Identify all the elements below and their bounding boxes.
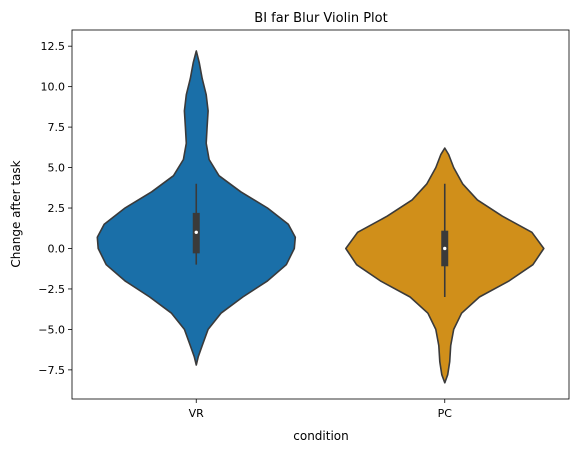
y-tick-label: 2.5	[48, 202, 66, 215]
y-axis: −7.5 −5.0 −2.5 0.0 2.5 5.0 7.5 10.0 12.5	[38, 40, 72, 377]
x-axis: VR PC	[189, 399, 453, 420]
y-tick-label: 0.0	[48, 242, 66, 255]
plot-frame	[71, 29, 570, 400]
y-tick-label: −2.5	[38, 283, 65, 296]
y-tick-label: 12.5	[41, 40, 66, 53]
violin-median-pc	[443, 246, 447, 251]
y-tick-label: 7.5	[48, 121, 66, 134]
y-tick-label: 5.0	[48, 162, 66, 175]
y-tick-label: −5.0	[38, 323, 65, 336]
x-tick-label-vr: VR	[189, 407, 205, 420]
y-tick-label: 10.0	[41, 81, 66, 94]
violin-median-vr	[194, 230, 198, 235]
x-axis-label: condition	[293, 429, 348, 443]
x-tick-label-pc: PC	[438, 407, 453, 420]
y-axis-label: Change after task	[9, 160, 23, 267]
y-tick-label: −7.5	[38, 364, 65, 377]
chart-title: BI far Blur Violin Plot	[254, 11, 387, 26]
